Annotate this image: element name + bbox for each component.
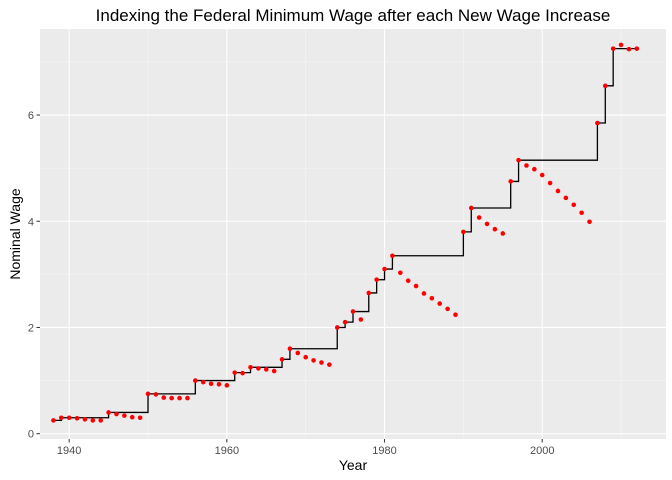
data-point <box>334 325 340 330</box>
data-point <box>634 46 640 51</box>
data-point <box>161 395 167 400</box>
data-point <box>311 358 316 363</box>
data-point <box>177 395 182 401</box>
data-point <box>295 350 301 356</box>
data-point <box>500 231 506 236</box>
data-point <box>468 205 474 211</box>
data-point <box>74 415 80 421</box>
data-point <box>248 365 253 370</box>
data-point <box>51 418 56 423</box>
data-point <box>271 368 277 374</box>
data-point <box>476 215 482 220</box>
y-tick-label: 6 <box>28 110 34 122</box>
data-point <box>106 410 111 415</box>
data-point <box>169 395 174 401</box>
data-points <box>51 42 640 423</box>
data-point <box>524 163 529 168</box>
data-point <box>602 83 608 89</box>
y-axis-ticks: 0 2 4 6 <box>28 110 40 441</box>
x-tick-label: 2000 <box>530 445 554 457</box>
chart-title: Indexing the Federal Minimum Wage after … <box>96 6 611 25</box>
data-point <box>114 411 119 417</box>
data-point <box>58 415 64 421</box>
data-point <box>216 381 222 387</box>
data-point <box>66 415 72 421</box>
data-point <box>366 290 372 296</box>
data-point <box>303 354 308 360</box>
data-point <box>532 166 537 172</box>
data-point <box>484 221 490 227</box>
y-tick-label: 0 <box>28 429 34 441</box>
data-point <box>453 312 458 318</box>
data-point <box>350 309 356 314</box>
data-point <box>429 295 435 301</box>
data-point <box>224 383 230 388</box>
data-point <box>547 180 553 186</box>
x-tick-label: 1960 <box>215 445 239 457</box>
data-point <box>137 415 143 421</box>
data-point <box>358 317 364 322</box>
data-point <box>374 277 379 282</box>
data-point <box>587 219 592 225</box>
data-point <box>508 179 513 184</box>
data-point <box>461 229 466 235</box>
data-point <box>263 367 269 372</box>
data-point <box>319 360 324 365</box>
y-axis-title: Nominal Wage <box>7 188 23 280</box>
step-line <box>53 48 637 422</box>
data-point <box>122 413 127 418</box>
grid-minor <box>40 29 666 439</box>
y-tick-label: 4 <box>28 216 34 228</box>
data-point <box>618 42 624 48</box>
data-point <box>82 417 88 422</box>
data-point <box>382 266 387 272</box>
data-point <box>555 188 561 194</box>
grid-major <box>40 29 666 439</box>
data-point <box>90 418 96 423</box>
data-point <box>413 283 419 289</box>
y-tick-label: 2 <box>28 322 34 334</box>
x-tick-label: 1980 <box>372 445 396 457</box>
data-point <box>200 379 206 385</box>
data-point <box>405 278 411 284</box>
data-point <box>390 253 395 259</box>
x-axis-ticks: 1940 1960 1980 2000 <box>57 439 554 457</box>
data-point <box>437 301 443 306</box>
data-point <box>342 319 348 325</box>
panel-background <box>40 29 666 439</box>
data-point <box>232 370 238 375</box>
data-point <box>610 46 616 51</box>
data-point <box>626 46 632 52</box>
data-point <box>208 381 214 387</box>
data-point <box>153 392 159 397</box>
data-point <box>256 366 261 371</box>
data-point <box>492 226 498 232</box>
data-point <box>240 370 245 376</box>
data-point <box>571 202 577 208</box>
data-point <box>185 395 190 401</box>
data-point <box>193 378 198 383</box>
data-point <box>145 391 151 397</box>
data-point <box>98 418 104 423</box>
data-point <box>421 291 427 296</box>
data-point <box>539 172 545 178</box>
data-point <box>327 362 332 367</box>
data-point <box>516 157 521 163</box>
data-point <box>563 195 569 201</box>
data-point <box>287 346 293 352</box>
data-point <box>398 270 403 276</box>
x-axis-title: Year <box>339 457 368 473</box>
data-point <box>579 210 584 216</box>
data-point <box>279 357 285 362</box>
data-point <box>445 306 450 312</box>
data-point <box>129 414 135 420</box>
data-point <box>595 120 600 126</box>
x-tick-label: 1940 <box>57 445 81 457</box>
